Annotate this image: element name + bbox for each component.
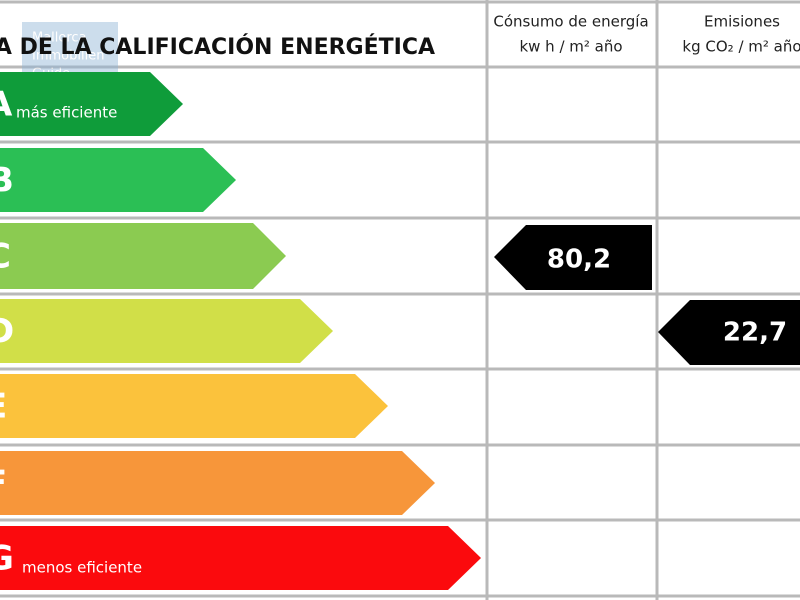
title: ESCALA DE LA CALIFICACIÓN ENERGÉTICA (0, 34, 435, 60)
watermark-text: Mallorca (32, 31, 87, 46)
column-unit: kg CO₂ / m² año (682, 38, 800, 56)
rating-note: más eficiente (16, 104, 117, 122)
watermark-text: Immobilien (32, 49, 104, 64)
column-unit: kw h / m² año (519, 38, 622, 56)
rating-note: menos eficiente (22, 559, 142, 577)
arrow-g (0, 526, 481, 590)
energy-value: 80,2 (547, 245, 611, 275)
arrow-f (0, 451, 435, 515)
rating-letter: B (0, 161, 14, 201)
emissions-result-arrow (658, 300, 800, 365)
arrow-d (0, 299, 333, 363)
arrow-b (0, 148, 236, 212)
rating-letter: E (0, 387, 7, 427)
rating-letter: D (0, 312, 14, 352)
arrow-a (0, 72, 183, 136)
arrow-c (0, 223, 286, 289)
energy-result-arrow (494, 225, 652, 290)
column-header: Cónsumo de energía (493, 13, 648, 31)
rating-arrows (0, 72, 481, 590)
rating-letter: F (0, 464, 7, 504)
column-header: Emisiones (704, 13, 780, 31)
emissions-value: 22,7 (723, 318, 787, 348)
arrow-e (0, 374, 388, 438)
rating-letter: C (0, 237, 11, 277)
rating-letter: A (0, 85, 13, 125)
rating-letter: G (0, 539, 14, 579)
